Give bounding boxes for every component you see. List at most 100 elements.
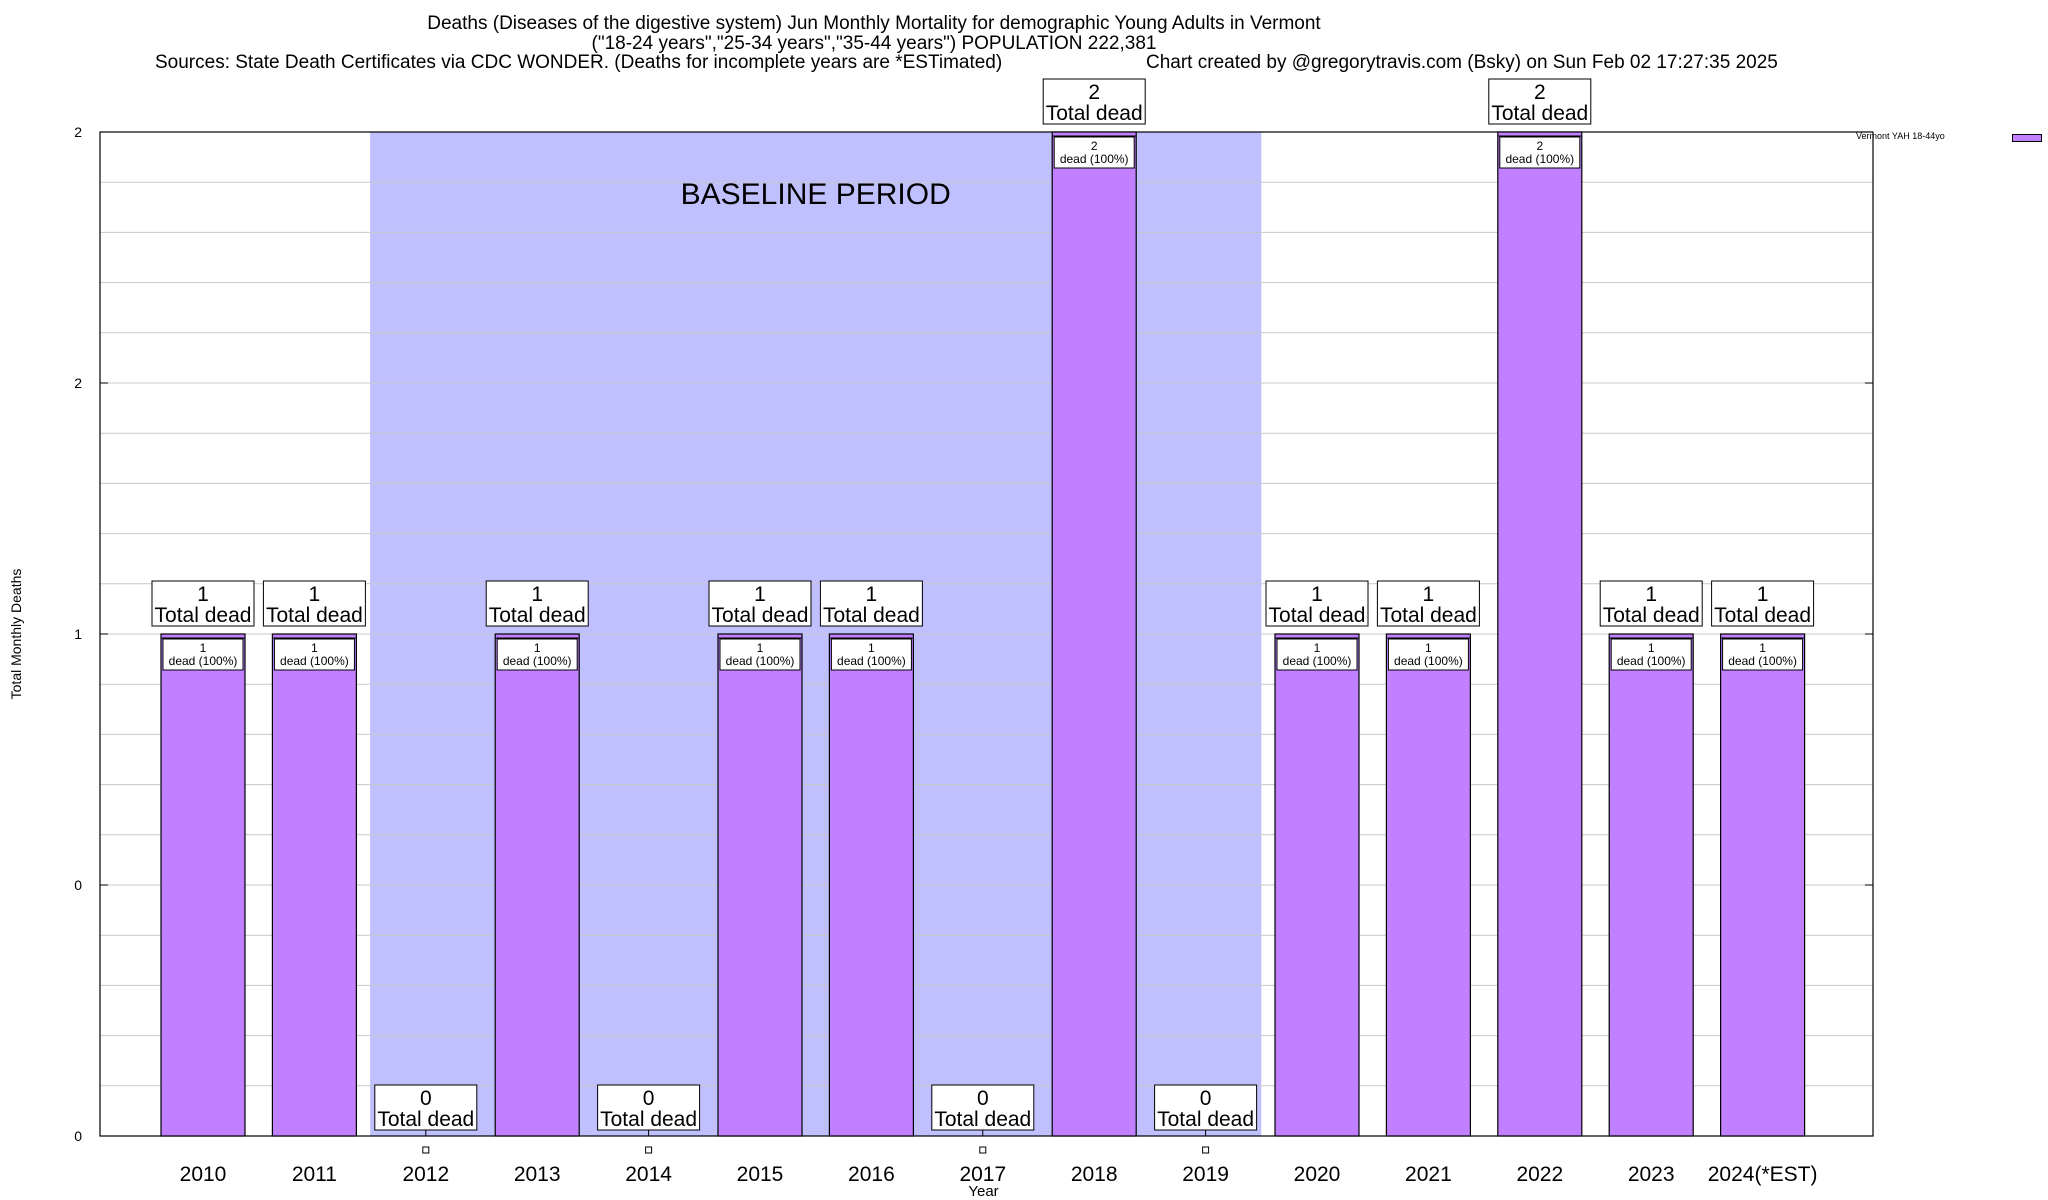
inner-label-text: dead (100%): [280, 654, 349, 668]
total-label-box: [708, 580, 812, 627]
chart-source: Sources: State Death Certificates via CD…: [155, 52, 1003, 73]
inner-label-box: [496, 638, 578, 671]
bar: [1719, 633, 1806, 1137]
total-label-text: Total dead: [600, 1108, 697, 1131]
total-label-box: [262, 580, 366, 627]
total-label-text: Total dead: [712, 604, 809, 627]
inner-label-value: 2: [1091, 139, 1098, 153]
x-tick-label: 2020: [1294, 1163, 1341, 1186]
total-label-value: 1: [1645, 583, 1657, 606]
total-label-text: Total dead: [1269, 604, 1366, 627]
inner-label-value: 1: [311, 641, 318, 655]
chart-credit: Chart created by @gregorytravis.com (Bsk…: [1146, 52, 1778, 73]
total-label-value: 1: [1423, 583, 1435, 606]
total-label-text: Total dead: [1046, 102, 1143, 125]
x-tick-label: 2011: [292, 1163, 337, 1186]
total-label-text: Total dead: [489, 604, 586, 627]
total-label-box: [1711, 580, 1815, 627]
x-tick-label: 2014: [625, 1163, 672, 1186]
total-label-text: Total dead: [1603, 604, 1700, 627]
x-tick-label: 2016: [848, 1163, 895, 1186]
inner-label-box: [1053, 136, 1135, 169]
x-tick-label: 2012: [402, 1163, 449, 1186]
zero-marker: [979, 1146, 987, 1154]
inner-label-box: [273, 638, 355, 671]
bar: [271, 633, 357, 1137]
total-label-value: 1: [754, 583, 766, 606]
total-label-value: 1: [531, 583, 543, 606]
bar: [494, 633, 580, 1137]
inner-label-text: dead (100%): [1505, 152, 1574, 166]
zero-marker: [1202, 1146, 1210, 1154]
inner-label-box: [1499, 136, 1581, 169]
x-tick-label: 2018: [1071, 1163, 1118, 1186]
y-axis-label: Total Monthly Deaths: [8, 569, 24, 700]
inner-label-box: [1722, 638, 1804, 671]
total-label-box: [819, 580, 923, 627]
total-label-box: [374, 1084, 478, 1131]
bar: [1274, 633, 1360, 1137]
x-tick-label: 2015: [737, 1163, 784, 1186]
bar: [1051, 131, 1137, 1137]
x-axis-label: Year: [968, 1183, 998, 1200]
total-label-box: [1042, 78, 1146, 125]
x-tick-label: 2017: [959, 1163, 1006, 1186]
inner-label-value: 1: [1425, 641, 1432, 655]
inner-label-box: [1276, 638, 1358, 671]
total-label-box: [151, 580, 255, 627]
total-label-value: 0: [977, 1087, 989, 1110]
inner-label-value: 1: [534, 641, 541, 655]
total-label-text: Total dead: [1157, 1108, 1254, 1131]
x-tick-label: 2023: [1628, 1163, 1675, 1186]
inner-label-text: dead (100%): [1060, 152, 1129, 166]
inner-label-value: 1: [1648, 641, 1655, 655]
bar: [1497, 131, 1583, 1137]
total-label-value: 1: [866, 583, 878, 606]
bar: [828, 633, 915, 1137]
inner-label-value: 1: [1759, 641, 1766, 655]
bar: [1608, 633, 1694, 1137]
y-tick-label: 2: [74, 375, 82, 391]
chart-title-line-1: Deaths (Diseases of the digestive system…: [427, 13, 1321, 34]
total-label-box: [1376, 580, 1480, 627]
total-label-text: Total dead: [823, 604, 920, 627]
inner-label-text: dead (100%): [503, 654, 572, 668]
legend-label: Vermont YAH 18-44yo: [1856, 131, 1945, 141]
y-tick-label: 0: [74, 877, 82, 893]
x-tick-label: 2021: [1405, 1163, 1452, 1186]
total-label-box: [1599, 580, 1703, 627]
inner-label-value: 1: [200, 641, 207, 655]
total-label-value: 2: [1534, 81, 1546, 104]
baseline-period-label: BASELINE PERIOD: [681, 178, 951, 211]
total-label-value: 1: [1311, 583, 1323, 606]
inner-label-text: dead (100%): [1617, 654, 1686, 668]
x-tick-label: 2010: [180, 1163, 227, 1186]
inner-label-value: 1: [868, 641, 875, 655]
total-label-text: Total dead: [1491, 102, 1588, 125]
legend-swatch: [2012, 134, 2042, 142]
inner-label-text: dead (100%): [837, 654, 906, 668]
inner-label-text: dead (100%): [1728, 654, 1797, 668]
inner-label-text: dead (100%): [726, 654, 795, 668]
total-label-box: [597, 1084, 701, 1131]
inner-label-box: [1387, 638, 1469, 671]
total-label-value: 1: [1757, 583, 1769, 606]
total-label-box: [1154, 1084, 1258, 1131]
inner-label-value: 2: [1536, 139, 1543, 153]
total-label-value: 0: [420, 1087, 432, 1110]
total-label-box: [485, 580, 589, 627]
inner-label-box: [719, 638, 801, 671]
bar: [160, 633, 246, 1137]
total-label-text: Total dead: [1714, 604, 1811, 627]
x-tick-label: 2022: [1516, 1163, 1563, 1186]
y-tick-label: 2: [74, 124, 82, 140]
chart-title-line-2: ("18-24 years","25-34 years","35-44 year…: [591, 33, 1157, 54]
total-label-box: [1265, 580, 1369, 627]
x-tick-label: 2019: [1182, 1163, 1229, 1186]
inner-label-text: dead (100%): [1283, 654, 1352, 668]
y-tick-label: 1: [74, 626, 82, 642]
inner-label-box: [830, 638, 912, 671]
bar: [717, 633, 803, 1137]
bar: [1385, 633, 1472, 1137]
total-label-box: [1488, 78, 1592, 125]
